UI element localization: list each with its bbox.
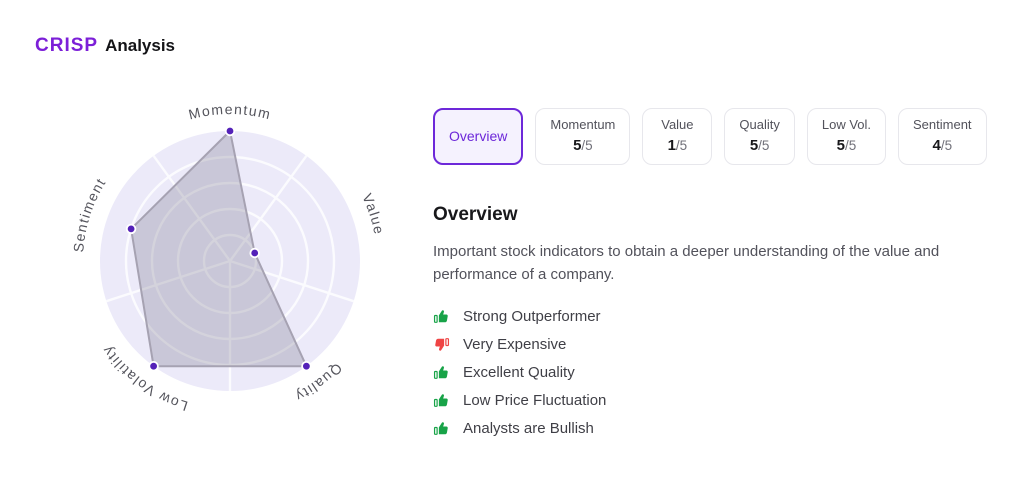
section-heading: Overview	[433, 204, 518, 225]
radar-data-point	[125, 223, 137, 235]
radar-data-point	[249, 247, 260, 259]
highlight-item: Analysts are Bullish	[433, 420, 989, 437]
highlights-list: Strong Outperformer Very Expensive Excel…	[433, 308, 989, 437]
detail-panel: Overview Momentum 5/5 Value 1/5 Quality …	[433, 108, 989, 437]
highlight-text: Analysts are Bullish	[463, 419, 594, 437]
highlight-text: Excellent Quality	[463, 363, 575, 381]
tab-score: 5/5	[573, 137, 593, 155]
tab-sentiment[interactable]: Sentiment 4/5	[898, 108, 987, 165]
thumbs-up-icon	[433, 393, 449, 407]
tab-overview[interactable]: Overview	[433, 108, 524, 165]
tab-low-vol[interactable]: Low Vol. 5/5	[806, 108, 887, 165]
radar-polygon	[130, 130, 308, 368]
thumbs-up-icon	[433, 365, 449, 379]
highlight-item: Excellent Quality	[433, 364, 989, 381]
highlight-text: Very Expensive	[463, 335, 567, 353]
radar-data-point	[301, 361, 312, 372]
tab-score: 1/5	[667, 137, 688, 155]
tab-quality[interactable]: Quality 5/5	[724, 108, 795, 165]
tab-score: 5/5	[836, 137, 857, 155]
tab-momentum[interactable]: Momentum 5/5	[535, 108, 631, 165]
radar-spoke	[229, 155, 308, 262]
tab-label: Value	[661, 117, 694, 133]
thumbs-down-icon	[434, 337, 450, 351]
highlight-item: Strong Outperformer	[433, 308, 989, 325]
thumbs-up-icon	[433, 421, 449, 435]
highlight-text: Strong Outperformer	[463, 307, 601, 325]
highlight-item: Low Price Fluctuation	[433, 392, 989, 409]
tab-label: Low Vol.	[821, 117, 872, 133]
tab-score: 4/5	[932, 137, 953, 155]
radar-axis-label: Value	[359, 191, 387, 237]
tab-score: 5/5	[749, 137, 770, 155]
tab-label: Quality	[739, 117, 780, 133]
radar-axis-label: Momentum	[187, 101, 273, 122]
highlight-item: Very Expensive	[433, 336, 989, 353]
crisp-logo: CRISP	[35, 35, 99, 56]
radar-spoke	[229, 259, 355, 303]
radar-data-point	[148, 361, 159, 372]
thumbs-up-icon	[433, 309, 449, 323]
app-title: Analysis	[105, 36, 176, 55]
radar-data-point	[224, 125, 236, 137]
tab-label: Momentum	[550, 117, 616, 133]
tab-label: Overview	[449, 128, 508, 145]
tab-label: Sentiment	[913, 117, 972, 133]
radar-spoke	[152, 155, 231, 262]
radar-spoke	[105, 259, 231, 303]
tab-value[interactable]: Value 1/5	[642, 108, 713, 165]
score-tabs: Overview Momentum 5/5 Value 1/5 Quality …	[433, 108, 989, 165]
highlight-text: Low Price Fluctuation	[463, 391, 607, 409]
app-header: CRISP Analysis	[35, 35, 175, 57]
section-description: Important stock indicators to obtain a d…	[433, 243, 940, 284]
